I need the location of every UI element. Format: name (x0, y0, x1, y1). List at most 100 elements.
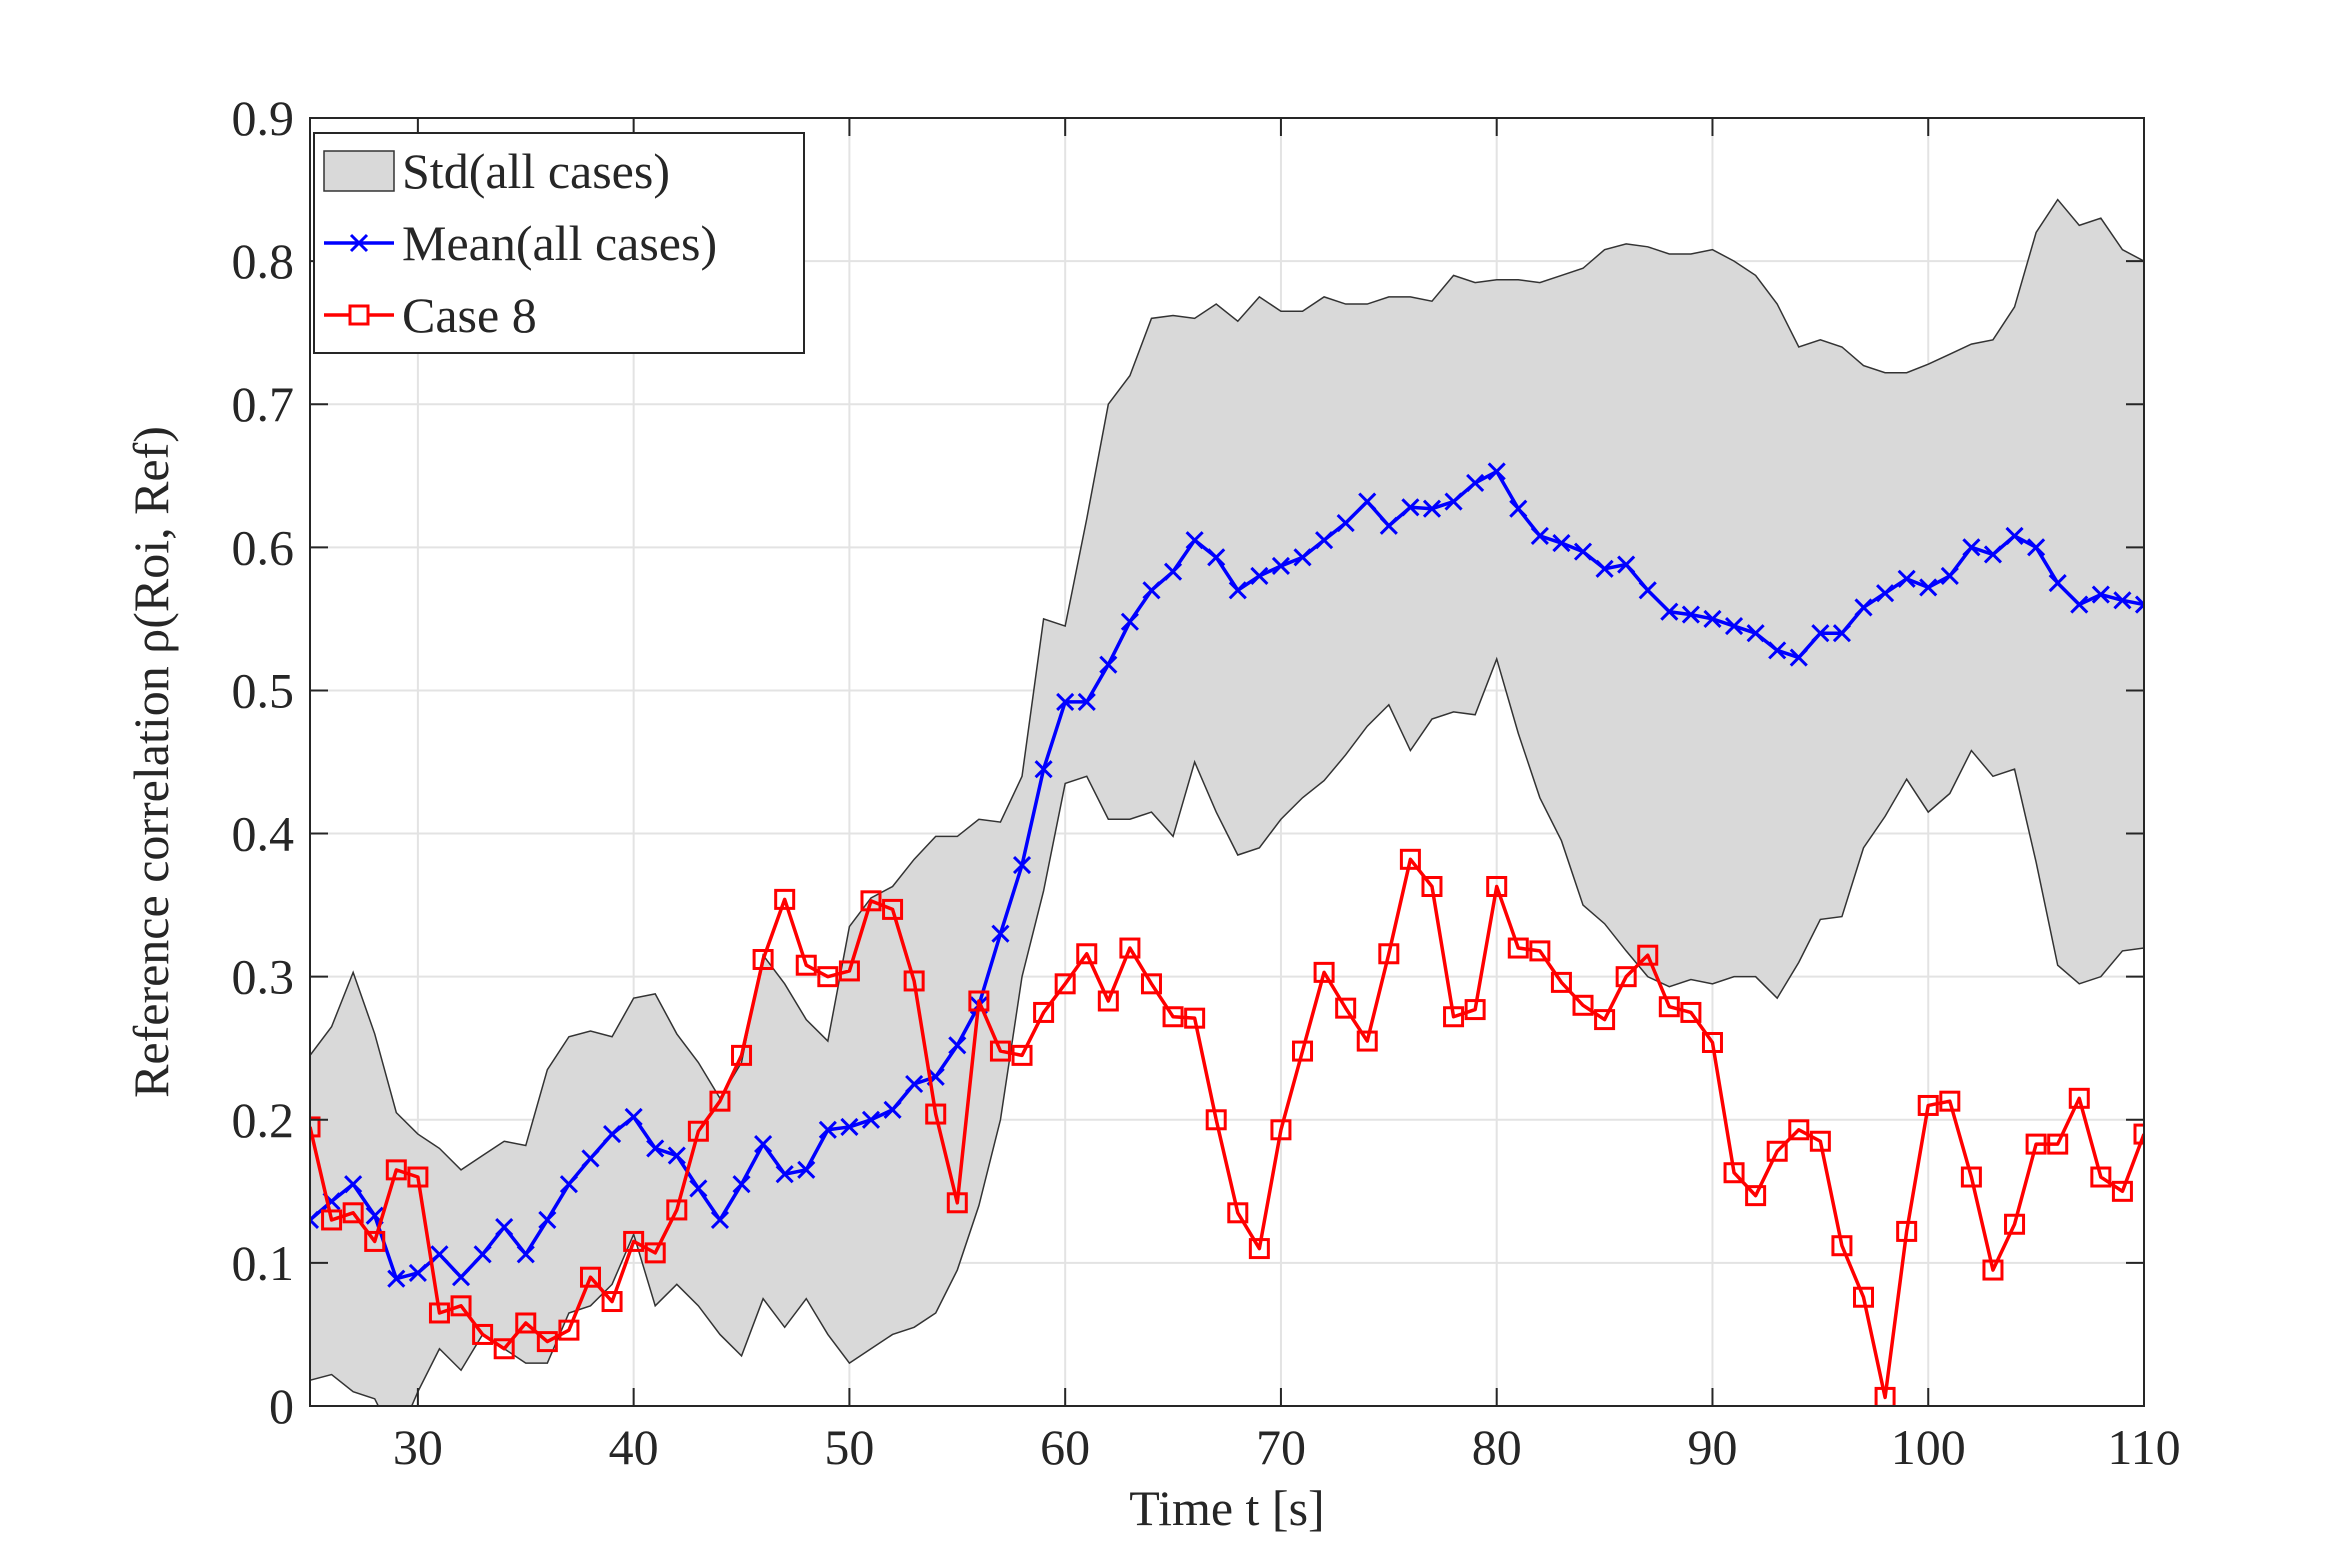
marker (710, 1210, 730, 1230)
marker (1227, 1202, 1249, 1224)
marker (709, 1090, 731, 1112)
marker (1594, 1009, 1616, 1031)
x-tick-label: 110 (2107, 1419, 2180, 1475)
marker (1378, 943, 1400, 965)
marker (1789, 648, 1808, 667)
x-tick-label: 70 (1256, 1419, 1306, 1475)
marker (1550, 971, 1572, 993)
marker (2134, 595, 2144, 614)
marker (2027, 538, 2046, 557)
marker (473, 1245, 492, 1264)
marker (516, 1245, 535, 1264)
marker (2133, 1123, 2144, 1145)
y-tick-label: 0.4 (232, 806, 295, 862)
legend-label: Case 8 (402, 287, 537, 343)
marker (1637, 944, 1659, 966)
marker (603, 1125, 622, 1144)
marker (1248, 1238, 1270, 1260)
marker (1853, 1286, 1875, 1308)
marker (310, 1116, 321, 1138)
marker (1205, 1109, 1227, 1131)
marker (1421, 876, 1443, 898)
marker (687, 1120, 709, 1142)
x-tick-label: 100 (1891, 1419, 1966, 1475)
marker (1919, 578, 1938, 597)
marker (601, 1291, 623, 1313)
marker (946, 1192, 968, 1214)
marker (989, 1040, 1011, 1062)
marker (310, 1210, 320, 1230)
marker (1681, 605, 1700, 624)
marker (1486, 876, 1508, 898)
marker (1292, 1040, 1314, 1062)
x-tick-label: 80 (1472, 1419, 1522, 1475)
marker (1595, 559, 1614, 578)
marker (2025, 1133, 2047, 1155)
marker (1832, 624, 1851, 643)
marker (515, 1312, 537, 1334)
marker (1788, 1119, 1810, 1141)
marker (1572, 994, 1594, 1016)
marker (1854, 598, 1873, 617)
marker (1313, 961, 1335, 983)
y-axis-label: Reference correlation ρ(Roi, Ref) (123, 426, 179, 1098)
marker (2111, 1180, 2133, 1202)
std-band (310, 198, 2144, 1406)
marker (450, 1295, 472, 1317)
marker (1379, 516, 1398, 535)
y-tick-label: 0 (269, 1378, 294, 1434)
y-tick-label: 0.9 (232, 90, 295, 146)
x-tick-label: 50 (824, 1419, 874, 1475)
y-tick-label: 0.7 (232, 376, 295, 432)
marker (1723, 1162, 1745, 1184)
marker (623, 1230, 645, 1252)
marker (1140, 973, 1162, 995)
legend-marker (349, 233, 369, 253)
marker (2090, 1166, 2112, 1188)
x-tick-label: 40 (609, 1419, 659, 1475)
marker (342, 1202, 364, 1224)
marker (495, 1218, 514, 1237)
marker (1530, 526, 1549, 545)
marker (1487, 462, 1506, 481)
marker (1660, 602, 1679, 621)
marker (1077, 692, 1096, 711)
marker (1271, 556, 1291, 575)
marker (731, 1044, 753, 1066)
marker (1270, 1119, 1292, 1141)
marker (493, 1338, 515, 1360)
marker (344, 1175, 363, 1194)
marker (2047, 1133, 2069, 1155)
marker (2091, 585, 2110, 604)
marker (1680, 1001, 1702, 1023)
legend-marker (348, 304, 370, 326)
marker (883, 1100, 902, 1119)
marker (1509, 499, 1528, 518)
marker (646, 1139, 665, 1158)
x-tick-label: 90 (1687, 1419, 1737, 1475)
marker (1466, 473, 1485, 492)
marker (991, 924, 1010, 943)
marker (968, 990, 990, 1012)
marker (558, 1319, 580, 1341)
marker (1336, 513, 1355, 533)
marker (840, 1117, 859, 1136)
marker (1876, 584, 1895, 603)
marker (754, 1135, 773, 1154)
marker (428, 1302, 450, 1324)
marker (1444, 492, 1463, 511)
marker (818, 1120, 837, 1139)
marker (1119, 937, 1141, 959)
marker (774, 888, 796, 910)
legend-swatch (323, 150, 395, 192)
marker (2005, 526, 2024, 545)
marker (925, 1103, 947, 1125)
marker (1399, 848, 1421, 870)
marker (1811, 624, 1830, 643)
marker (1056, 692, 1075, 711)
marker (2048, 574, 2067, 593)
marker (1874, 1386, 1896, 1406)
marker (861, 1110, 881, 1129)
marker (1897, 569, 1916, 588)
